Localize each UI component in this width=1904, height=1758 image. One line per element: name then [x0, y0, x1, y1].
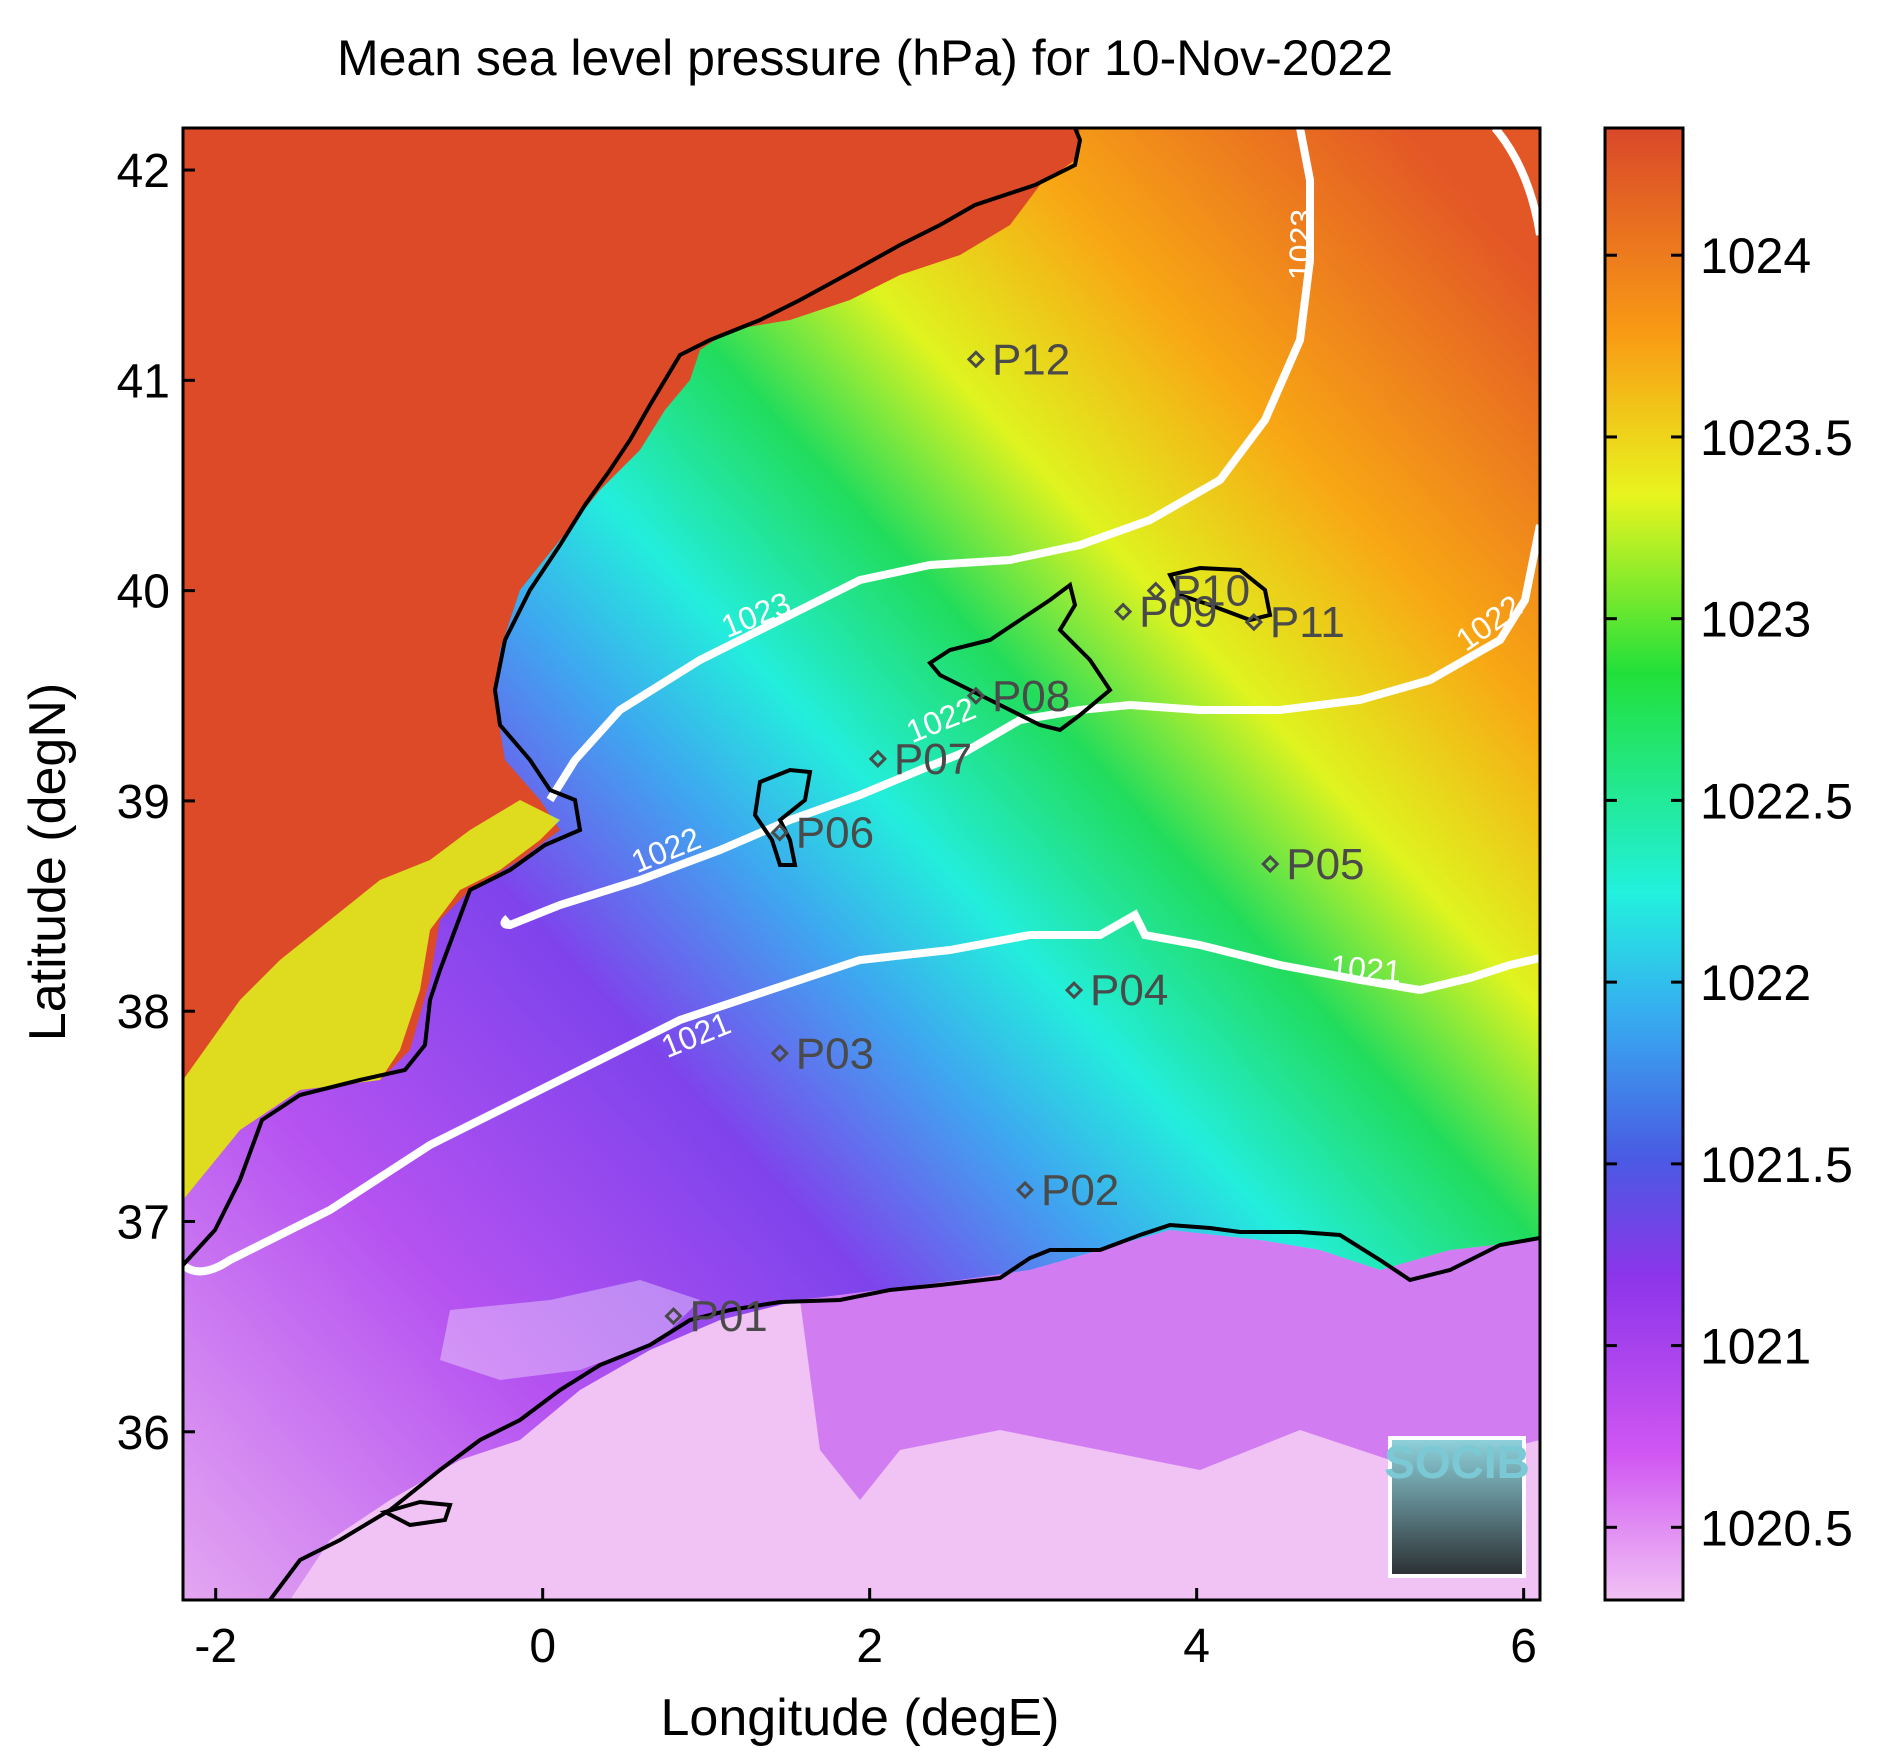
y-tick-label: 42 — [117, 145, 170, 198]
colorbar-tick-label: 1021.5 — [1700, 1137, 1853, 1193]
y-tick-label: 38 — [117, 986, 170, 1039]
station-label: P03 — [796, 1029, 874, 1078]
coastline-alboran-spit — [379, 1499, 453, 1528]
coastline-north-africa — [268, 1222, 1540, 1600]
station-marker — [868, 749, 887, 768]
y-tick-label: 40 — [117, 566, 170, 619]
colorbar-tick-label: 1023 — [1700, 592, 1811, 648]
station-label: P01 — [689, 1292, 767, 1341]
station-label: P10 — [1172, 567, 1250, 616]
station-label: P08 — [992, 672, 1070, 721]
contour-1023 — [546, 128, 1314, 803]
colorbar-tick-label: 1021 — [1700, 1319, 1811, 1375]
contour-1022-north — [1491, 128, 1540, 236]
colorbar-tick-label: 1022 — [1700, 955, 1811, 1011]
y-tick-label: 37 — [117, 1196, 170, 1249]
socib-logo-text: SOCIB — [1384, 1436, 1530, 1488]
station-marker — [1015, 1180, 1035, 1200]
contour-1022 — [500, 524, 1540, 930]
station-marker — [1244, 613, 1264, 632]
contour-label: 1023 — [1282, 208, 1320, 280]
station-label: P05 — [1286, 840, 1364, 889]
colorbar-tick-label: 1020.5 — [1700, 1500, 1853, 1556]
station-marker — [1146, 581, 1165, 600]
land-mountain-field — [800, 1230, 1540, 1500]
y-axis-ticks: 36 37 38 39 40 41 42 — [117, 145, 195, 1460]
x-tick-label: -2 — [194, 1620, 237, 1673]
station-marker — [966, 350, 986, 369]
station-label: P02 — [1041, 1166, 1119, 1215]
colorbar — [1603, 126, 1685, 1602]
contour-label: 1021 — [1329, 948, 1403, 990]
station-label: P04 — [1090, 966, 1168, 1015]
colorbar-tick-label: 1024 — [1700, 228, 1811, 284]
station-marker — [1113, 602, 1133, 621]
map-frame — [181, 126, 1542, 1602]
y-tick-label: 39 — [117, 776, 170, 829]
coastline-menorca — [1167, 565, 1273, 623]
colorbar-tick-label: 1023.5 — [1700, 410, 1853, 466]
socib-logo — [1388, 1436, 1526, 1578]
x-axis-label: Longitude (degE) — [661, 1689, 1060, 1747]
contour-1021 — [183, 909, 1540, 1276]
x-tick-label: 4 — [1183, 1620, 1210, 1673]
land-coastal-band — [183, 800, 560, 1200]
x-tick-label: 0 — [529, 1620, 556, 1673]
coastline-mallorca — [927, 581, 1113, 733]
y-axis-label: Latitude (degN) — [19, 683, 77, 1041]
station-label: P12 — [992, 335, 1070, 384]
station-label: P07 — [894, 735, 972, 784]
x-tick-label: 2 — [856, 1620, 883, 1673]
x-axis-ticks: -2 0 2 4 6 — [194, 1588, 1537, 1673]
x-tick-label: 6 — [1510, 1620, 1537, 1673]
map-title: Mean sea level pressure (hPa) for 10-Nov… — [337, 30, 1393, 86]
station-marker — [966, 686, 986, 705]
y-tick-label: 41 — [117, 355, 170, 408]
colorbar-tick-label: 1022.5 — [1700, 773, 1853, 829]
coastline-iberia — [183, 128, 1083, 1267]
colorbar-ticks: 1020.5 1021 1021.5 1022 1022.5 1023 1023.5 1024 — [1605, 228, 1853, 1556]
station-marker — [1064, 981, 1084, 1000]
sea-low-spot — [440, 1280, 700, 1380]
station-label: P06 — [796, 808, 874, 857]
station-marker — [770, 823, 789, 842]
map-plot-area: SOCIB — [183, 128, 1540, 1600]
station-marker — [1261, 854, 1280, 874]
station-marker — [770, 1044, 789, 1063]
station-marker — [664, 1306, 683, 1326]
y-tick-label: 36 — [117, 1407, 170, 1460]
station-label: P11 — [1270, 598, 1345, 647]
coastline-ibiza — [752, 767, 813, 867]
